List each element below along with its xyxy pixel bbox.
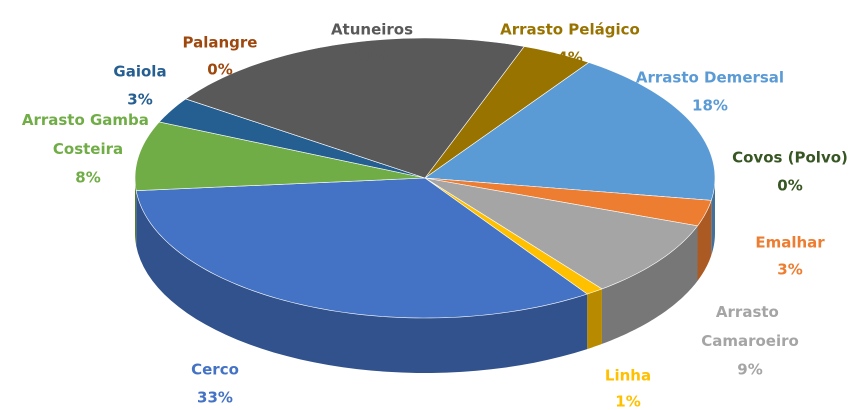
slice-side xyxy=(135,178,137,246)
category-label: Linha xyxy=(605,367,651,385)
label-line: Arrasto Gamba xyxy=(22,111,154,129)
category-label: Covos (Polvo) xyxy=(732,149,848,167)
label-line: Camaroeiro xyxy=(701,332,799,350)
slice xyxy=(424,62,716,201)
value-label: 33% xyxy=(197,389,233,407)
slice xyxy=(134,121,426,192)
slice xyxy=(424,177,712,227)
slice xyxy=(135,177,588,319)
slice xyxy=(424,177,699,290)
value-label: 18% xyxy=(692,97,728,115)
value-label: 0% xyxy=(207,61,232,79)
category-label: Arrasto Gamba Costeira xyxy=(22,111,154,158)
label-line: Costeira xyxy=(53,140,123,158)
category-label: Palangre xyxy=(183,34,258,52)
value-label: 3% xyxy=(127,91,152,109)
value-label: 1% xyxy=(615,393,640,410)
slice-side xyxy=(136,190,588,373)
value-label: 3% xyxy=(777,261,802,279)
value-label: 0% xyxy=(777,177,802,195)
slice-side xyxy=(601,225,698,344)
category-label: Gaiola xyxy=(113,63,166,81)
category-label: Cerco xyxy=(191,361,239,379)
slice xyxy=(158,98,426,179)
slice-side xyxy=(697,200,712,281)
category-label: Emalhar xyxy=(755,234,825,252)
category-label: Arrasto Pelágico xyxy=(500,21,640,39)
value-label: 21% xyxy=(354,48,390,66)
category-label: Arrasto Demersal xyxy=(636,69,784,87)
value-label: 4% xyxy=(557,49,582,67)
slice-side xyxy=(587,288,602,350)
category-label: Atuneiros xyxy=(331,21,413,39)
category-label: Arrasto Camaroeiro xyxy=(701,303,799,350)
label-line: Arrasto xyxy=(716,303,784,321)
value-label: 9% xyxy=(737,361,762,379)
value-label: 8% xyxy=(75,169,100,187)
slice xyxy=(424,46,590,179)
slice-side xyxy=(711,178,715,256)
slice xyxy=(185,37,525,179)
